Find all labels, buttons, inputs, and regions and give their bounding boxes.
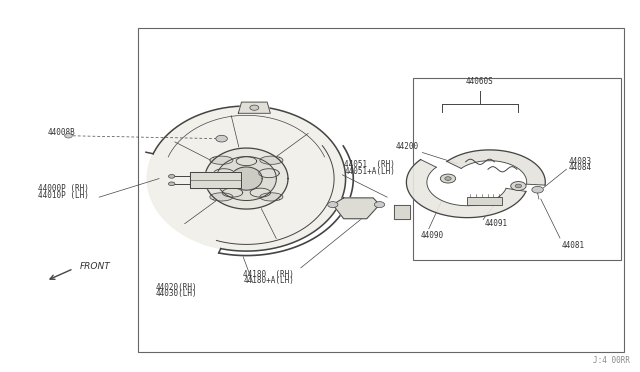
Circle shape [515,184,522,188]
Bar [467,197,502,205]
Circle shape [168,182,175,186]
Polygon shape [259,169,279,178]
Text: 44008B: 44008B [48,128,76,137]
Text: 44083: 44083 [568,157,591,166]
Text: 44200: 44200 [396,142,419,151]
Text: 44020(RH): 44020(RH) [155,283,197,292]
Circle shape [216,135,227,142]
Text: 44091: 44091 [485,219,508,228]
Polygon shape [447,150,545,185]
Polygon shape [147,106,346,251]
Text: 44060S: 44060S [466,77,494,86]
Bar [413,78,621,260]
Text: J:4 00RR: J:4 00RR [593,356,630,365]
Text: 44180+A(LH): 44180+A(LH) [243,276,294,285]
Polygon shape [250,188,271,197]
Text: 44030(LH): 44030(LH) [155,289,197,298]
Text: 44090: 44090 [421,231,444,240]
Text: 44084: 44084 [568,163,591,172]
Polygon shape [230,167,262,190]
Polygon shape [222,188,243,197]
Polygon shape [333,198,380,219]
Text: 44180  (RH): 44180 (RH) [243,270,294,279]
Polygon shape [205,148,288,209]
Circle shape [374,202,385,208]
Text: 44010P (LH): 44010P (LH) [38,191,89,200]
Polygon shape [260,156,283,164]
Polygon shape [238,102,270,113]
Polygon shape [216,157,276,201]
Polygon shape [214,169,234,178]
Polygon shape [236,157,257,166]
Polygon shape [189,172,241,188]
Text: 44081: 44081 [562,241,585,250]
Circle shape [445,177,451,180]
Circle shape [65,134,72,138]
Polygon shape [260,193,283,201]
Polygon shape [394,205,410,219]
Bar [138,28,624,352]
Circle shape [168,174,175,178]
Circle shape [511,182,526,190]
Circle shape [250,105,259,110]
Text: 44051  (RH): 44051 (RH) [344,160,395,169]
Circle shape [328,202,338,208]
Polygon shape [210,156,233,164]
Circle shape [440,174,456,183]
Circle shape [532,186,543,193]
Text: 44000P (RH): 44000P (RH) [38,184,89,193]
Polygon shape [210,193,233,201]
Polygon shape [406,160,526,218]
Text: FRONT: FRONT [80,262,111,271]
Text: 44051+A(LH): 44051+A(LH) [344,167,395,176]
